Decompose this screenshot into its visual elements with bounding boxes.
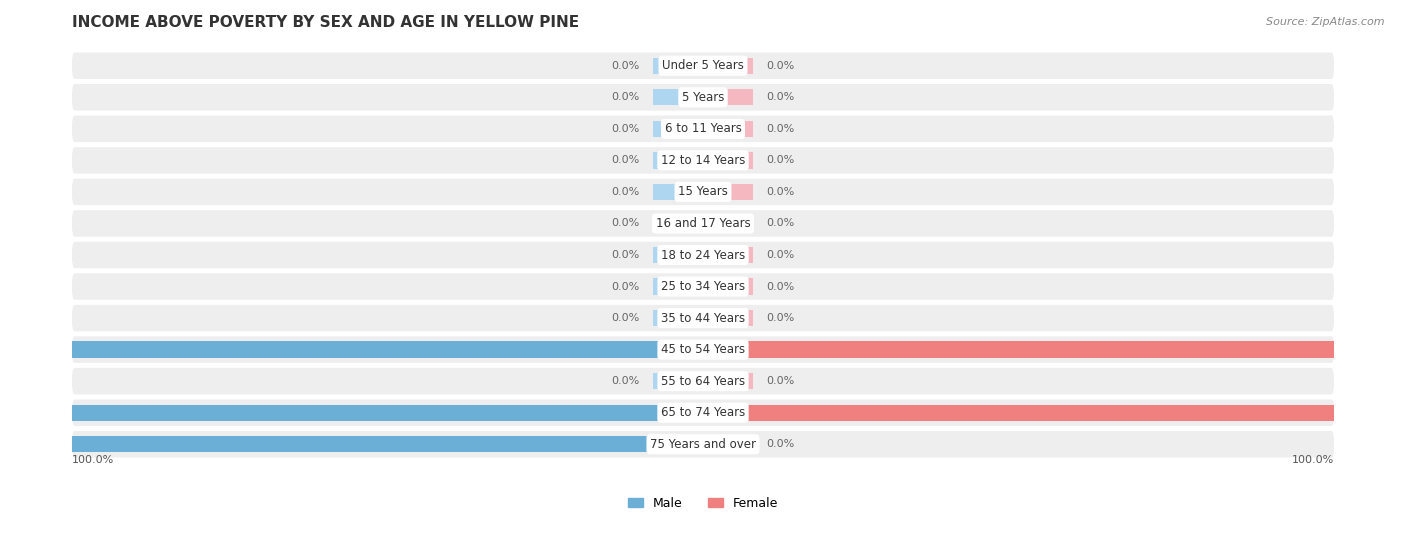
Text: 0.0%: 0.0% [612,376,640,386]
Text: 0.0%: 0.0% [766,124,794,134]
Text: 0.0%: 0.0% [612,313,640,323]
Text: 100.0%: 100.0% [72,455,114,465]
Bar [703,152,754,169]
Bar [652,215,703,231]
FancyBboxPatch shape [72,400,1334,426]
Bar [703,342,1334,358]
Text: 100.0%: 100.0% [1347,408,1393,418]
FancyBboxPatch shape [72,147,1334,174]
Text: 0.0%: 0.0% [766,92,794,102]
Text: 6 to 11 Years: 6 to 11 Years [665,122,741,135]
Text: 45 to 54 Years: 45 to 54 Years [661,343,745,356]
Bar [703,436,754,452]
Bar [703,184,754,200]
Text: 0.0%: 0.0% [612,61,640,71]
Text: INCOME ABOVE POVERTY BY SEX AND AGE IN YELLOW PINE: INCOME ABOVE POVERTY BY SEX AND AGE IN Y… [72,15,579,30]
FancyBboxPatch shape [72,210,1334,236]
Text: 18 to 24 Years: 18 to 24 Years [661,249,745,262]
Bar [652,278,703,295]
Text: 75 Years and over: 75 Years and over [650,438,756,451]
FancyBboxPatch shape [72,84,1334,111]
Text: 0.0%: 0.0% [766,187,794,197]
Text: 0.0%: 0.0% [766,61,794,71]
Bar [652,184,703,200]
Bar [703,89,754,106]
FancyBboxPatch shape [72,431,1334,457]
Bar [652,247,703,263]
Text: 0.0%: 0.0% [766,376,794,386]
Bar [652,58,703,74]
Bar [703,121,754,137]
Text: 100.0%: 100.0% [1292,455,1334,465]
Text: 100.0%: 100.0% [13,408,59,418]
FancyBboxPatch shape [72,337,1334,363]
FancyBboxPatch shape [72,241,1334,268]
Text: Under 5 Years: Under 5 Years [662,59,744,72]
Text: 0.0%: 0.0% [612,282,640,292]
Text: 0.0%: 0.0% [612,155,640,165]
FancyBboxPatch shape [72,368,1334,395]
Text: 0.0%: 0.0% [612,124,640,134]
Bar [703,215,754,231]
Text: 0.0%: 0.0% [612,250,640,260]
Text: 15 Years: 15 Years [678,186,728,198]
Text: 0.0%: 0.0% [766,282,794,292]
Bar [703,310,754,326]
Text: 100.0%: 100.0% [13,439,59,449]
FancyBboxPatch shape [72,273,1334,300]
Text: 100.0%: 100.0% [1347,345,1393,354]
Text: 12 to 14 Years: 12 to 14 Years [661,154,745,167]
FancyBboxPatch shape [72,53,1334,79]
Bar [652,310,703,326]
Bar [72,405,703,421]
Bar [72,342,703,358]
Text: 55 to 64 Years: 55 to 64 Years [661,375,745,388]
Text: 65 to 74 Years: 65 to 74 Years [661,406,745,419]
Text: 0.0%: 0.0% [766,219,794,229]
Text: 0.0%: 0.0% [766,313,794,323]
Text: 100.0%: 100.0% [13,345,59,354]
Bar [703,247,754,263]
Legend: Male, Female: Male, Female [623,492,783,515]
Text: 0.0%: 0.0% [612,187,640,197]
Bar [703,373,754,390]
FancyBboxPatch shape [72,179,1334,205]
Text: 5 Years: 5 Years [682,91,724,104]
Bar [703,278,754,295]
Text: 0.0%: 0.0% [766,439,794,449]
Text: 35 to 44 Years: 35 to 44 Years [661,311,745,325]
Text: Source: ZipAtlas.com: Source: ZipAtlas.com [1267,17,1385,27]
Text: 0.0%: 0.0% [612,92,640,102]
Bar [703,58,754,74]
Text: 16 and 17 Years: 16 and 17 Years [655,217,751,230]
Bar [652,121,703,137]
FancyBboxPatch shape [72,305,1334,331]
Bar [652,152,703,169]
Bar [72,436,703,452]
Bar [703,405,1334,421]
Text: 0.0%: 0.0% [766,155,794,165]
Text: 0.0%: 0.0% [612,219,640,229]
Text: 25 to 34 Years: 25 to 34 Years [661,280,745,293]
Text: 0.0%: 0.0% [766,250,794,260]
Bar [652,373,703,390]
Bar [652,89,703,106]
FancyBboxPatch shape [72,116,1334,142]
